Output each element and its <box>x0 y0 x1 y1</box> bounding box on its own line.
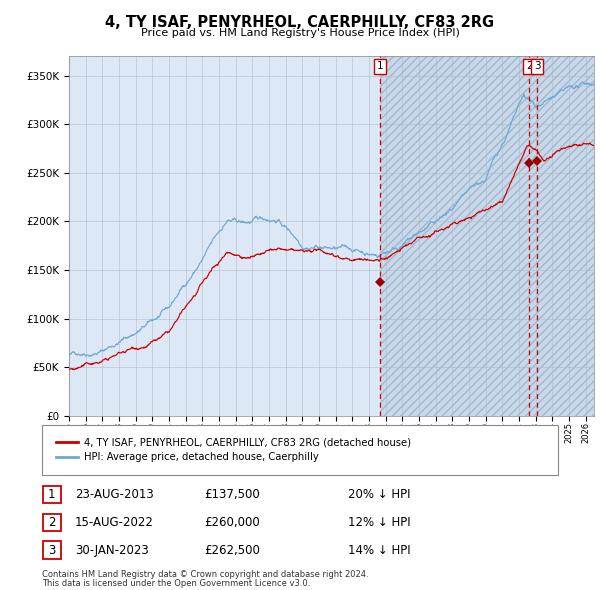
Text: 3: 3 <box>48 543 56 557</box>
Text: 1: 1 <box>48 488 56 501</box>
Legend: 4, TY ISAF, PENYRHEOL, CAERPHILLY, CF83 2RG (detached house), HPI: Average price: 4, TY ISAF, PENYRHEOL, CAERPHILLY, CF83 … <box>52 434 415 466</box>
Text: 15-AUG-2022: 15-AUG-2022 <box>75 516 154 529</box>
Text: 1: 1 <box>376 61 383 71</box>
Text: This data is licensed under the Open Government Licence v3.0.: This data is licensed under the Open Gov… <box>42 579 310 588</box>
Text: 3: 3 <box>534 61 541 71</box>
Text: 14% ↓ HPI: 14% ↓ HPI <box>348 543 410 557</box>
Text: 2: 2 <box>526 61 533 71</box>
Text: 12% ↓ HPI: 12% ↓ HPI <box>348 516 410 529</box>
Text: 20% ↓ HPI: 20% ↓ HPI <box>348 488 410 501</box>
Text: £137,500: £137,500 <box>204 488 260 501</box>
Text: £262,500: £262,500 <box>204 543 260 557</box>
Text: Price paid vs. HM Land Registry's House Price Index (HPI): Price paid vs. HM Land Registry's House … <box>140 28 460 38</box>
Text: 2: 2 <box>48 516 56 529</box>
Text: 4, TY ISAF, PENYRHEOL, CAERPHILLY, CF83 2RG: 4, TY ISAF, PENYRHEOL, CAERPHILLY, CF83 … <box>106 15 494 30</box>
Text: 23-AUG-2013: 23-AUG-2013 <box>75 488 154 501</box>
Text: £260,000: £260,000 <box>204 516 260 529</box>
Text: 30-JAN-2023: 30-JAN-2023 <box>75 543 149 557</box>
Bar <box>380 56 594 416</box>
Text: Contains HM Land Registry data © Crown copyright and database right 2024.: Contains HM Land Registry data © Crown c… <box>42 571 368 579</box>
